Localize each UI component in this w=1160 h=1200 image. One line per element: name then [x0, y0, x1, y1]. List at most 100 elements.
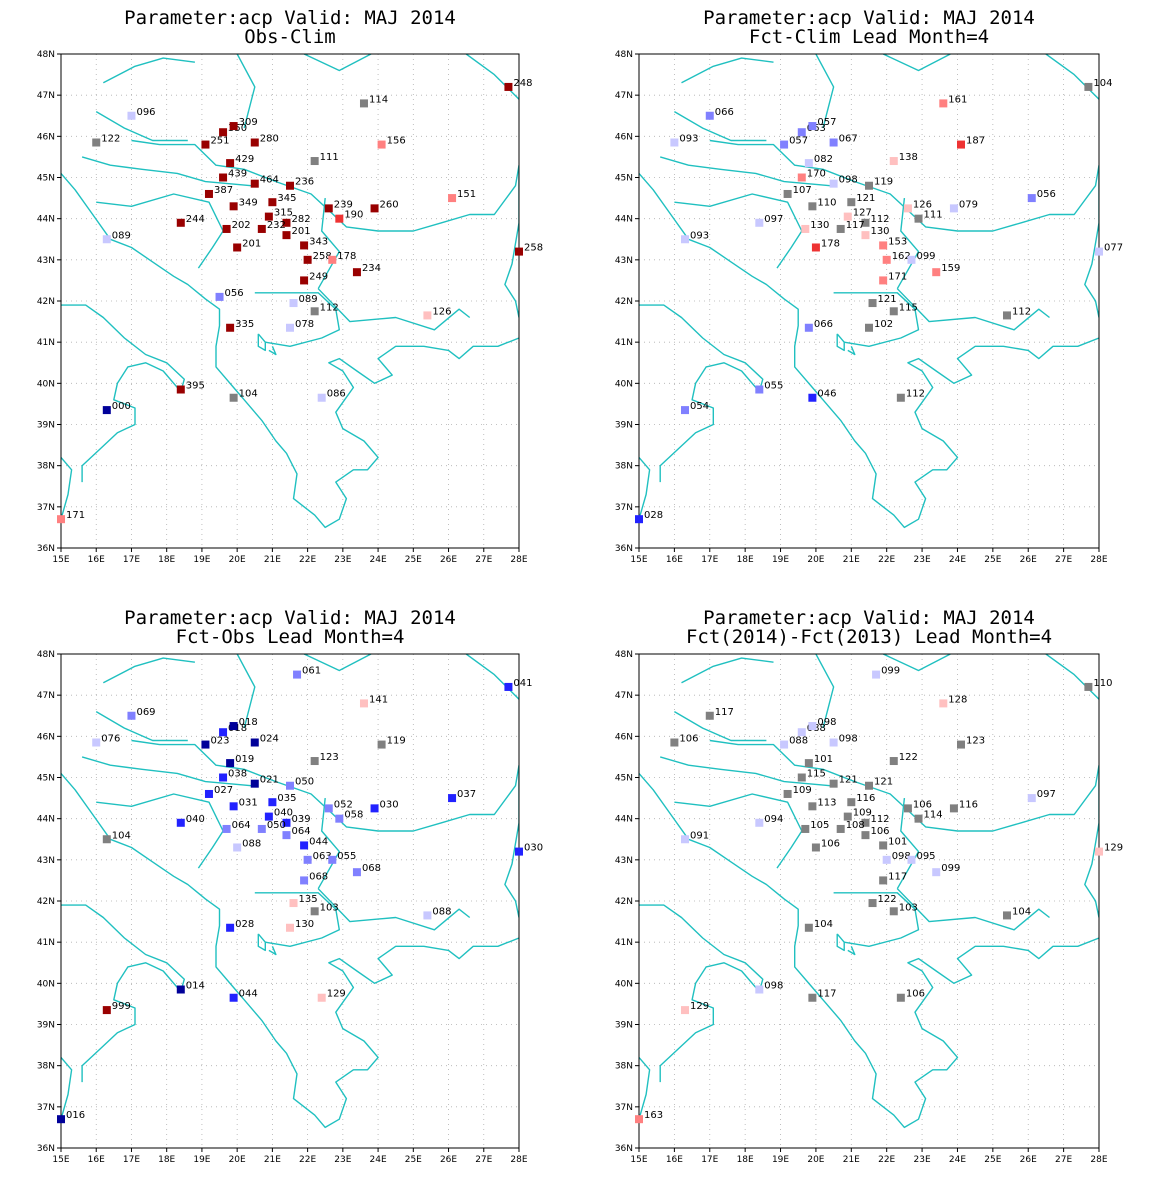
station-value-label: 037: [457, 789, 476, 800]
lat-tick-label: 44N: [615, 215, 633, 225]
lon-tick-label: 16E: [666, 555, 683, 565]
station-marker: [176, 218, 185, 227]
station-value-label: 057: [789, 136, 808, 147]
station-marker: [303, 855, 312, 864]
lon-tick-label: 18E: [737, 1155, 754, 1165]
station-value-label: 127: [853, 208, 872, 219]
lon-tick-label: 19E: [193, 555, 210, 565]
station-marker: [324, 804, 333, 813]
lat-tick-label: 40N: [37, 979, 55, 989]
station-value-label: 057: [817, 117, 836, 128]
station-marker: [286, 923, 294, 932]
station-value-label: 130: [295, 919, 314, 930]
station-value-label: 099: [881, 666, 900, 677]
station-marker: [780, 140, 789, 149]
station-marker: [949, 804, 958, 813]
station-marker: [681, 406, 689, 415]
lon-tick-label: 28E: [1090, 555, 1107, 565]
lat-tick-label: 44N: [615, 815, 633, 825]
station-value-label: 067: [839, 134, 858, 145]
station-value-label: 112: [906, 389, 925, 400]
lat-tick-label: 48N: [615, 50, 633, 60]
lat-tick-label: 39N: [37, 421, 55, 431]
station-value-label: 111: [924, 210, 943, 221]
station-marker: [102, 406, 111, 415]
lon-tick-label: 22E: [299, 1155, 316, 1165]
station-value-label: 112: [1012, 306, 1031, 317]
station-value-label: 104: [1012, 906, 1031, 917]
lon-tick-label: 18E: [158, 555, 175, 565]
station-value-label: 171: [888, 271, 907, 282]
station-value-label: 089: [112, 230, 131, 241]
station-value-label: 282: [291, 214, 310, 225]
station-marker: [57, 1115, 65, 1124]
station-value-label: 248: [513, 78, 532, 89]
station-value-label: 099: [916, 251, 935, 262]
station-marker: [310, 907, 319, 916]
station-marker: [755, 818, 764, 827]
station-value-label: 056: [1037, 189, 1056, 200]
station-marker: [804, 759, 813, 768]
panel-subtitle: Fct-Clim Lead Month=4: [749, 26, 989, 48]
lat-tick-label: 46N: [37, 132, 55, 142]
station-value-label: 121: [874, 777, 893, 788]
lat-tick-label: 43N: [615, 256, 633, 266]
station-marker: [939, 99, 948, 108]
lat-tick-label: 40N: [615, 379, 633, 389]
station-value-label: 038: [228, 769, 247, 780]
station-value-label: 055: [337, 851, 356, 862]
station-value-label: 114: [924, 810, 943, 821]
station-marker: [865, 781, 873, 790]
lon-tick-label: 24E: [949, 555, 966, 565]
station-marker: [1027, 794, 1036, 803]
station-value-label: 054: [690, 401, 709, 412]
station-value-label: 122: [101, 134, 120, 145]
station-value-label: 439: [228, 169, 247, 180]
lat-tick-label: 37N: [37, 503, 55, 513]
station-marker: [282, 831, 291, 840]
panel-subtitle: Obs-Clim: [244, 26, 336, 48]
station-value-label: 121: [878, 294, 897, 305]
station-value-label: 117: [846, 220, 865, 231]
station-value-label: 315: [274, 208, 293, 219]
station-marker: [804, 159, 813, 168]
station-value-label: 122: [878, 894, 897, 905]
lon-tick-label: 23E: [914, 555, 931, 565]
station-marker: [282, 818, 291, 827]
station-marker: [635, 1115, 643, 1124]
station-marker: [226, 159, 235, 168]
station-marker: [377, 740, 386, 749]
station-value-label: 464: [260, 175, 279, 186]
lon-tick-label: 21E: [264, 1155, 281, 1165]
station-marker: [1084, 682, 1093, 691]
station-value-label: 099: [941, 863, 960, 874]
lat-tick-label: 46N: [615, 132, 633, 142]
station-marker: [219, 728, 228, 737]
station-marker: [868, 299, 877, 308]
station-marker: [865, 181, 873, 190]
lon-tick-label: 26E: [1020, 1155, 1037, 1165]
station-value-label: 104: [814, 919, 833, 930]
station-marker: [804, 323, 813, 332]
lat-tick-label: 47N: [37, 691, 55, 701]
station-marker: [1084, 82, 1093, 91]
station-value-label: 050: [267, 820, 286, 831]
station-value-label: 109: [793, 785, 812, 796]
station-marker: [907, 855, 916, 864]
lon-tick-label: 20E: [229, 1155, 246, 1165]
station-value-label: 345: [277, 193, 296, 204]
lat-tick-label: 40N: [615, 979, 633, 989]
station-marker: [370, 204, 379, 213]
station-value-label: 039: [291, 814, 310, 825]
station-value-label: 098: [839, 175, 858, 186]
station-value-label: 112: [320, 302, 339, 313]
station-marker: [808, 722, 817, 731]
station-marker: [289, 299, 298, 308]
lat-tick-label: 36N: [615, 544, 633, 554]
station-marker: [804, 923, 813, 932]
station-marker: [201, 140, 210, 149]
lon-tick-label: 17E: [701, 555, 718, 565]
station-marker: [808, 393, 817, 402]
station-value-label: 066: [814, 319, 833, 330]
